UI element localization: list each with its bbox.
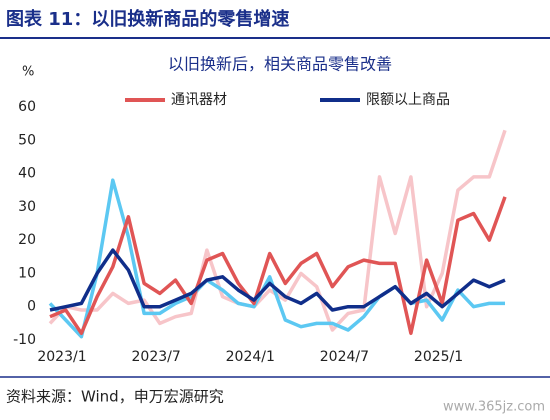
y-tick-label: 40 (18, 166, 36, 182)
x-tick-label: 2023/7 (132, 349, 181, 365)
x-tick-label: 2023/1 (37, 349, 86, 365)
y-tick-label: 60 (18, 99, 36, 115)
watermark: www.365jz.com (443, 400, 545, 415)
chart-title: 以旧换新后，相关商品零售改善 (168, 55, 392, 74)
y-unit: % (22, 65, 34, 80)
x-tick-label: 2024/7 (320, 349, 369, 365)
source: 资料来源：Wind，申万宏源研究 (6, 388, 224, 406)
series-line (49, 196, 507, 336)
series-line (49, 248, 506, 312)
y-tick-label: 50 (18, 132, 36, 148)
y-tick-label: 10 (18, 265, 36, 281)
legend-label: 通讯器材 (171, 92, 227, 108)
y-tick-label: 20 (18, 232, 36, 248)
legend-label: 限额以上商品 (366, 92, 450, 108)
x-tick-label: 2025/1 (414, 349, 463, 365)
y-tick-label: 0 (27, 299, 36, 315)
page-title: 图表 11：以旧换新商品的零售增速 (6, 8, 289, 30)
x-tick-label: 2024/1 (226, 349, 275, 365)
y-tick-label: -10 (13, 332, 36, 348)
y-tick-label: 30 (18, 199, 36, 215)
